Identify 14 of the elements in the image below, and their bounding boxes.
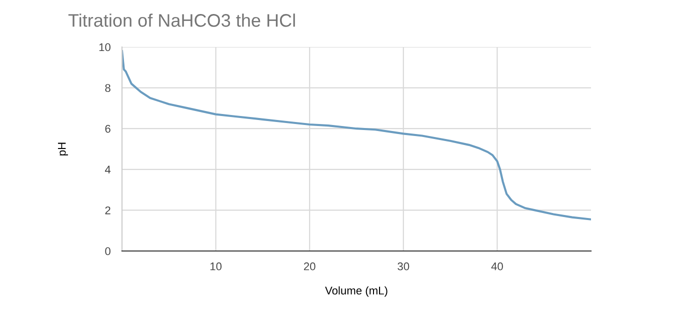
y-tick-label: 2: [105, 206, 110, 214]
chart-title: Titration of NaHCO3 the HCl: [68, 14, 295, 27]
y-tick-label: 10: [99, 43, 110, 52]
x-tick-label: 10: [210, 262, 222, 270]
y-tick-label: 0: [105, 247, 110, 256]
y-tick-label: 4: [104, 166, 111, 174]
line-series: [122, 50, 591, 220]
y-axis-title: pH: [58, 142, 68, 156]
x-tick-label: 40: [491, 262, 503, 270]
y-tick-label: 6: [105, 124, 110, 133]
x-axis-title: Volume (mL): [325, 286, 388, 297]
x-tick-label: 20: [304, 262, 316, 270]
y-tick-label: 8: [105, 84, 110, 92]
x-tick-label: 30: [398, 262, 410, 270]
